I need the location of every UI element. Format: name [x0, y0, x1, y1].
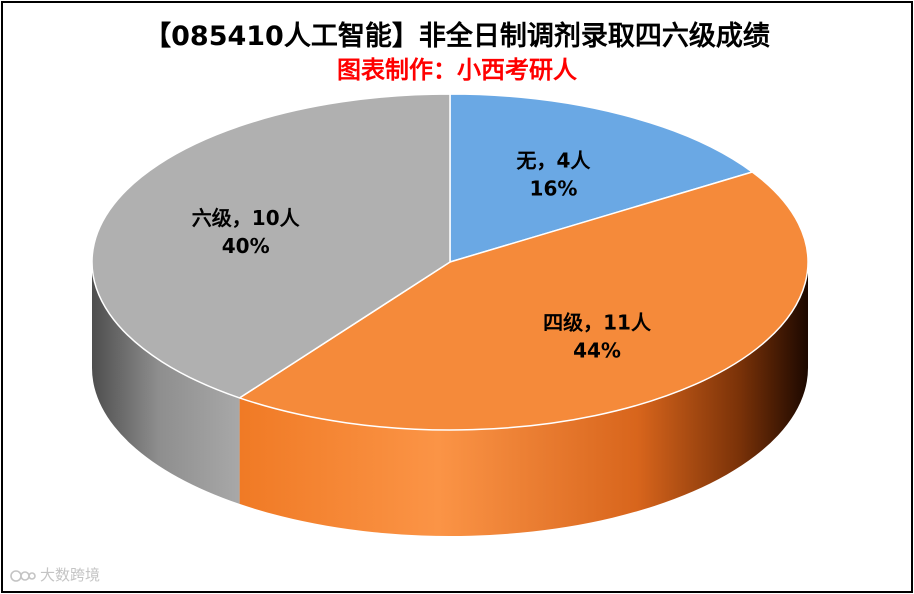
slice-2-percent-label: 44%	[573, 338, 621, 362]
slice-1-label: 无，4人	[517, 149, 592, 173]
pie-labels: 无，4人 16% 四级，11人 44% 六级，10人 40%	[192, 149, 652, 363]
slice-1-percent-label: 16%	[530, 177, 578, 201]
slice-3-top	[91, 93, 451, 399]
chart-title: 【085410人工智能】非全日制调剂录取四六级成绩	[144, 21, 770, 52]
slice-2-top	[238, 171, 809, 431]
slice-2-side	[239, 262, 808, 537]
pie-sides	[92, 262, 808, 537]
pie-tops	[91, 93, 809, 431]
chart-subtitle: 图表制作：小西考研人	[337, 56, 577, 84]
slice-3-side	[92, 262, 240, 504]
watermark-logo-icon	[10, 570, 36, 582]
slice-3-percent-label: 40%	[222, 234, 270, 258]
watermark-text: 大数跨境	[40, 566, 101, 584]
slice-3-label: 六级，10人	[192, 206, 301, 230]
slice-2-label: 四级，11人	[543, 310, 652, 334]
watermark: 大数跨境	[10, 564, 100, 585]
slice-1-top	[449, 93, 754, 263]
